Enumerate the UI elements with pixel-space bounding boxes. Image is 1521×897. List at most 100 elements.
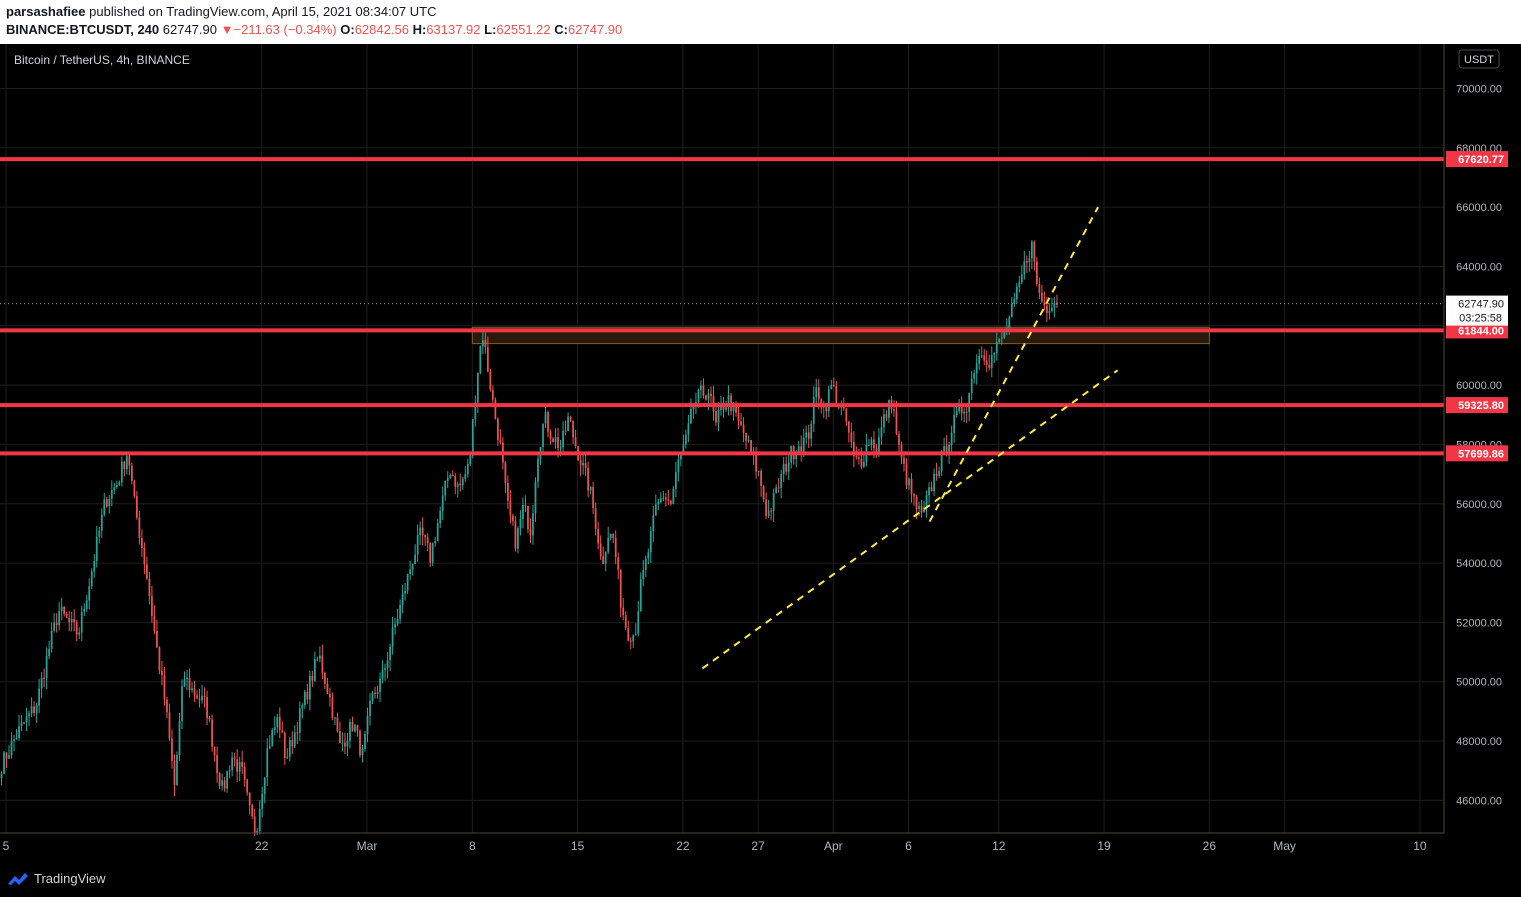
- candle-body: [233, 757, 236, 760]
- candle-body: [777, 487, 780, 489]
- candle-body: [391, 627, 394, 647]
- candle-body: [83, 609, 86, 612]
- candle-body: [860, 458, 863, 467]
- candle-body: [444, 480, 447, 496]
- candle-body: [100, 514, 103, 531]
- candle-body: [1010, 304, 1013, 318]
- candle-body: [43, 677, 45, 679]
- candle-body: [674, 472, 677, 489]
- trendline[interactable]: [928, 206, 1099, 523]
- currency-label[interactable]: USDT: [1464, 54, 1494, 66]
- candle-body: [868, 444, 870, 446]
- candle-body: [852, 441, 855, 457]
- candle-body: [108, 498, 111, 507]
- candle-body: [594, 508, 597, 529]
- candle-body: [1028, 258, 1031, 263]
- candle-body: [401, 593, 404, 605]
- trendlines[interactable]: [701, 206, 1119, 670]
- candle-body: [572, 420, 574, 438]
- time-tick-label: 26: [1203, 839, 1217, 853]
- candle-body: [303, 691, 306, 705]
- candle-body: [893, 409, 895, 411]
- candle-body: [762, 485, 765, 500]
- candle-body: [98, 530, 101, 537]
- candle-body: [554, 437, 557, 443]
- candle-body: [725, 407, 727, 410]
- candle-body: [161, 670, 163, 676]
- current-price-tag: [1446, 295, 1508, 326]
- candle-body: [745, 432, 747, 441]
- candle-body: [895, 410, 898, 434]
- candle-body: [587, 467, 590, 491]
- candle-body: [271, 729, 274, 747]
- currency-button-frame[interactable]: [1458, 49, 1500, 69]
- horizontal-levels[interactable]: [0, 157, 1444, 456]
- time-tick-label: 22: [676, 839, 690, 853]
- candle-body: [664, 497, 667, 500]
- candle-body: [33, 706, 35, 714]
- candle-body: [497, 418, 499, 441]
- candle-body: [125, 455, 128, 470]
- candle-body: [454, 476, 457, 487]
- currency-button[interactable]: USDT: [1458, 49, 1500, 69]
- candle-body: [504, 462, 507, 484]
- candle-body: [13, 739, 15, 741]
- price-chart[interactable]: 46000.00 48000.00 50000.00 52000.00 54000.00…: [0, 44, 1521, 862]
- candle-body: [389, 646, 391, 661]
- candle-body: [609, 533, 612, 538]
- candle-body: [1030, 241, 1033, 259]
- candle-body: [268, 746, 271, 749]
- candle-body: [55, 622, 58, 626]
- tradingview-logo[interactable]: TradingView: [6, 870, 106, 886]
- candle-body: [298, 708, 301, 733]
- candle-body: [213, 746, 216, 756]
- level-price-tag: [1446, 322, 1508, 339]
- candle-body: [341, 742, 344, 744]
- candle-body: [634, 633, 637, 636]
- candle-body: [65, 613, 68, 618]
- candle-body: [486, 347, 489, 372]
- candle-body: [925, 495, 928, 508]
- candle-body: [113, 487, 116, 491]
- candle-body: [1013, 299, 1016, 305]
- candle-body: [376, 692, 379, 695]
- candle-body: [702, 385, 705, 396]
- candle-body: [436, 523, 439, 542]
- candle-body: [399, 604, 401, 619]
- candle-body: [156, 630, 158, 648]
- candle-body: [93, 560, 96, 572]
- candle-body: [474, 402, 477, 420]
- candle-body: [8, 755, 10, 759]
- candle-body: [767, 510, 770, 517]
- trendline[interactable]: [701, 369, 1119, 670]
- candle-body: [138, 517, 141, 539]
- candle-body: [642, 570, 645, 580]
- price-tags: 67620.77 61844.00 59325.80 57699.86 62747.90…: [1446, 151, 1508, 462]
- candle-body: [168, 712, 171, 739]
- candle-body: [507, 483, 509, 501]
- candle-body: [136, 496, 138, 518]
- candle-body: [960, 404, 963, 414]
- candle-body: [923, 507, 925, 513]
- candle-body: [920, 506, 923, 513]
- candle-body: [913, 494, 915, 497]
- candle-body: [930, 487, 933, 492]
- candle-body: [416, 535, 419, 555]
- candle-body: [827, 389, 830, 412]
- candle-body: [85, 600, 88, 610]
- time-axis[interactable]: 5 22 Mar 8 15 22 27 Apr 6 12 19 26 May 10: [3, 839, 1427, 853]
- candle-body: [346, 740, 349, 747]
- candle-body: [278, 716, 281, 731]
- candle-body: [344, 742, 346, 747]
- candle-body: [273, 727, 276, 730]
- candle-body: [406, 573, 409, 591]
- price-axis[interactable]: 46000.00 48000.00 50000.00 52000.00 54000.00…: [1456, 83, 1502, 807]
- candle-body: [50, 630, 53, 649]
- time-tick-label: 27: [751, 839, 765, 853]
- candle-body: [203, 695, 206, 698]
- candle-body: [690, 409, 692, 424]
- candle-body: [196, 695, 198, 699]
- candle-body: [933, 473, 935, 492]
- candle-body: [807, 432, 810, 439]
- candle-body: [1048, 310, 1051, 313]
